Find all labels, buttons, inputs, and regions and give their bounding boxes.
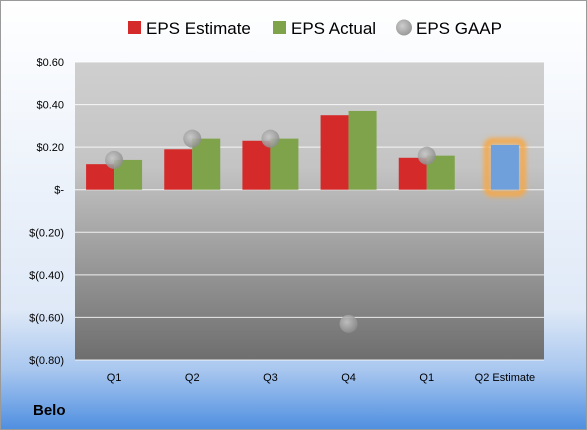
y-tick-label: $0.60: [36, 57, 64, 69]
legend: EPS Estimate EPS Actual EPS GAAP: [128, 19, 502, 38]
bar-eps-estimate: [242, 140, 271, 190]
gaap-markers: [105, 129, 436, 333]
y-tick-label: $(0.80): [29, 355, 64, 367]
plot-area: [75, 62, 544, 360]
x-tick-label: Q3: [263, 372, 278, 384]
legend-swatch-eps-estimate: [128, 21, 141, 34]
y-tick-label: $(0.20): [29, 227, 64, 239]
y-tick-label: $-: [54, 185, 64, 197]
x-tick-label: Q1: [107, 372, 122, 384]
company-label: Belo: [33, 402, 66, 419]
bar-eps-actual: [192, 138, 221, 190]
forecast-glow: [483, 138, 526, 197]
legend-label-eps-estimate: EPS Estimate: [146, 19, 251, 38]
y-tick-label: $(0.40): [29, 270, 64, 282]
bar-eps-estimate: [320, 115, 349, 190]
x-axis-ticks: Q1 Q2 Q3 Q4 Q1 Q2 Estimate: [107, 372, 535, 384]
bar-eps-actual: [348, 110, 377, 190]
x-tick-label: Q4: [341, 372, 356, 384]
bar-forecast: [490, 145, 519, 190]
y-axis-ticks: $0.60 $0.40 $0.20 $- $(0.20) $(0.40) $(0.60) $(…: [29, 57, 64, 367]
x-tick-label: Q1: [419, 372, 434, 384]
y-tick-label: $(0.60): [29, 312, 64, 324]
y-tick-label: $0.20: [36, 142, 64, 154]
legend-label-eps-gaap: EPS GAAP: [416, 19, 502, 38]
legend-label-eps-actual: EPS Actual: [291, 19, 376, 38]
marker-eps-gaap: [105, 150, 124, 169]
bar-eps-actual: [270, 138, 299, 190]
marker-eps-gaap: [183, 129, 202, 148]
legend-swatch-eps-actual: [273, 21, 286, 34]
legend-swatch-eps-gaap: [396, 19, 412, 36]
y-tick-label: $0.40: [36, 100, 64, 112]
gridlines: [75, 61, 544, 361]
forecast-layer: [483, 138, 526, 197]
marker-eps-gaap: [261, 129, 280, 148]
bar-eps-estimate: [86, 164, 115, 190]
bar-eps-estimate: [164, 149, 193, 190]
marker-eps-gaap: [417, 146, 436, 165]
marker-eps-gaap: [339, 314, 358, 333]
x-tick-label: Q2 Estimate: [475, 372, 536, 384]
x-tick-label: Q2: [185, 372, 200, 384]
